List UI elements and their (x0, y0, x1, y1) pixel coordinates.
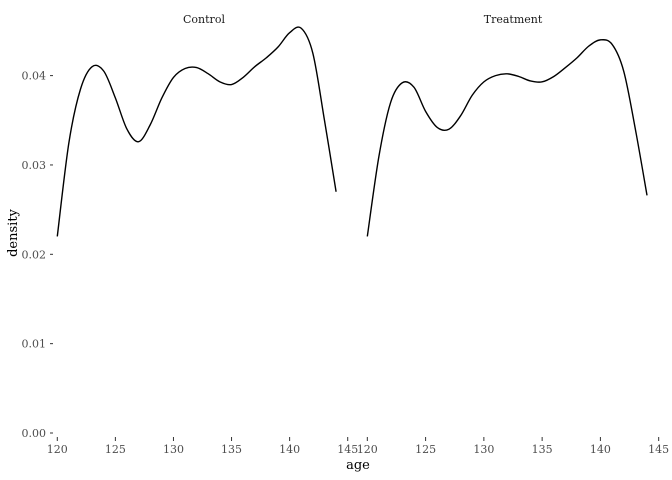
density-line-control (56, 26, 337, 237)
x-tick-label-1-3: 135 (532, 443, 553, 456)
x-tick-label-1-1: 125 (415, 443, 436, 456)
density-line-treatment (366, 39, 648, 237)
x-tick-label-1-4: 140 (590, 443, 611, 456)
y-axis-title: density (6, 208, 21, 256)
x-axis-control: 120 125 130 135 140 145 (47, 437, 358, 456)
y-tick-label-2: 0.02 (22, 248, 47, 261)
x-axis-title: age (346, 458, 370, 473)
x-axis-treatment: 120 125 130 135 140 145 (357, 437, 669, 456)
x-tick-label-0-2: 130 (163, 443, 184, 456)
y-tick-label-3: 0.03 (22, 159, 47, 172)
x-tick-label-0-0: 120 (47, 443, 68, 456)
density-lines (56, 26, 648, 237)
x-tick-label-0-5: 145 (337, 443, 358, 456)
x-tick-label-1-0: 120 (357, 443, 378, 456)
y-tick-label-1: 0.01 (22, 338, 47, 351)
x-tick-label-0-1: 125 (105, 443, 126, 456)
x-tick-label-0-4: 140 (279, 443, 300, 456)
y-axis: 0.00 0.01 0.02 0.03 0.04 (22, 70, 53, 440)
x-tick-label-0-3: 135 (221, 443, 242, 456)
y-tick-label-0: 0.00 (22, 427, 47, 440)
x-tick-label-1-5: 145 (648, 443, 669, 456)
facet-title-control: Control (183, 13, 225, 26)
y-tick-label-4: 0.04 (22, 70, 47, 83)
facet-title-treatment: Treatment (484, 13, 543, 26)
x-tick-label-1-2: 130 (473, 443, 494, 456)
